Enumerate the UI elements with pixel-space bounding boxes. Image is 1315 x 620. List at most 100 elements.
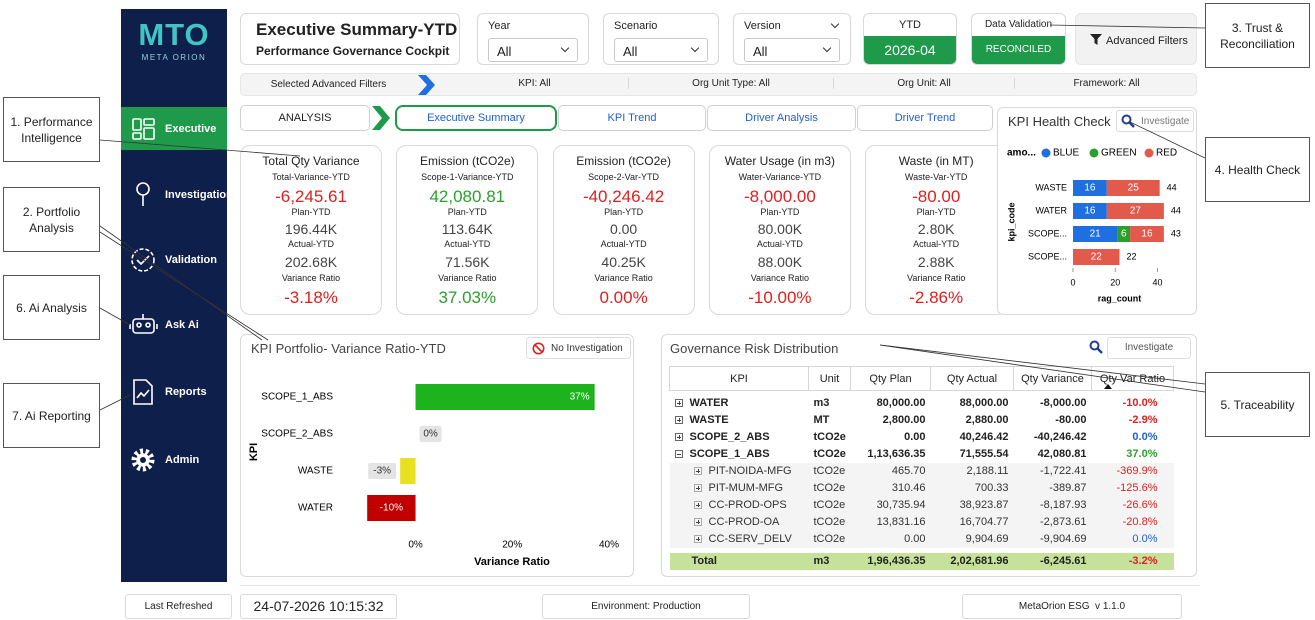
card-subtitle: Total-Variance-YTD [272, 172, 350, 182]
cell-text: 13,831.16 [876, 516, 926, 528]
expand-icon[interactable] [674, 450, 683, 458]
cell-text: WASTE [689, 414, 729, 426]
tab[interactable]: ANALYSIS [240, 105, 370, 131]
cell-text: tCO2e [813, 499, 846, 511]
cell: -80.00 [1014, 412, 1092, 429]
nav-item[interactable]: Admin [165, 453, 200, 466]
cell: 9,904.69 [931, 531, 1014, 548]
cell: -8,000.00 [1014, 395, 1092, 412]
cell: 0.00 [851, 429, 931, 446]
cell-text: -6,245.61 [1040, 555, 1087, 567]
tab[interactable]: KPI Trend [558, 105, 706, 131]
nav-item[interactable]: Investigation [165, 188, 233, 201]
filter-value: All [623, 44, 638, 59]
card-actual-label: Actual-YTD [600, 239, 647, 249]
table-row: WASTE MT 2,800.00 2,880.00 -80.00 -2.9% [670, 412, 1174, 429]
card-value: -8,000.00 [743, 187, 816, 206]
expand-icon[interactable] [674, 399, 683, 407]
cell-text: 465.70 [891, 465, 926, 477]
card-actual: 2.88K [917, 254, 955, 270]
header-row: KPI Unit Qty Plan Qty Actual Qty Variance Qty… [669, 366, 1174, 391]
cell: 30,735.94 [851, 497, 931, 514]
expand-icon[interactable] [693, 467, 702, 475]
column-header[interactable]: Qty Actual [930, 366, 1014, 391]
filter-select[interactable]: All [488, 38, 578, 62]
filter[interactable]: Version All [733, 13, 851, 65]
cell-text: 0.0% [1132, 533, 1158, 545]
panel-title: KPI Health Check [1008, 114, 1111, 129]
card-value: 42,080.81 [429, 187, 506, 206]
filter[interactable]: Year All [477, 13, 589, 65]
chevron [822, 43, 832, 53]
expand-icon[interactable] [674, 416, 683, 424]
expand-icon[interactable] [693, 501, 702, 509]
cell: -20.8% [1092, 514, 1174, 531]
cell: CC-PROD-OA [670, 514, 809, 531]
cell: CC-PROD-OPS [670, 497, 809, 514]
filter-select[interactable]: All [614, 38, 708, 62]
cell: 71,555.54 [931, 446, 1014, 463]
validation-label: Data Validation [984, 19, 1053, 30]
card-plan-label: Plan-YTD [916, 207, 956, 217]
annotation: 3. Trust & Reconciliation [1205, 3, 1310, 68]
environment: Environment: Production [542, 594, 750, 619]
cell: -40,246.42 [1014, 429, 1092, 446]
nav-item[interactable]: Reports [165, 385, 207, 398]
cell-text: WATER [689, 397, 729, 409]
cell-text: -40,246.42 [1033, 431, 1087, 443]
annotation: 2. Portfolio Analysis [3, 187, 100, 252]
tab[interactable]: Driver Trend [857, 105, 993, 131]
expand-icon[interactable] [693, 484, 702, 492]
cell: 16,704.77 [931, 514, 1014, 531]
expand-icon[interactable] [693, 518, 702, 526]
cell-text: 310.46 [891, 482, 926, 494]
annotation: 5. Traceability [1205, 372, 1310, 437]
advanced-filters-button[interactable]: Advanced Filters [1075, 13, 1197, 65]
cell-text: Total [691, 555, 717, 567]
tab[interactable]: Executive Summary [395, 105, 557, 131]
expand-icon[interactable] [674, 433, 683, 441]
card-plan: 113.64K [441, 221, 493, 237]
kpi-card: Water Usage (in m3) Water-Variance-YTD -8,… [708, 145, 851, 315]
column-header[interactable]: Qty Var Ratio [1091, 366, 1174, 391]
filter-label: Scenario [614, 20, 658, 32]
investigate-button[interactable]: Investigate [1116, 110, 1194, 132]
filter-label: Version [744, 20, 781, 32]
cell: 310.46 [851, 480, 931, 497]
filter-value: All [497, 44, 512, 59]
card-ratio: 37.03% [438, 288, 497, 307]
card-plan-label: Plan-YTD [447, 207, 487, 217]
cell: m3 [809, 553, 851, 570]
column-header[interactable]: Qty Variance [1013, 366, 1092, 391]
cell: -9,904.69 [1014, 531, 1092, 548]
card-plan: 0.00 [609, 221, 638, 237]
filter-label: Year [488, 20, 511, 32]
governance-panel: Governance Risk Distribution Investigate… [661, 334, 1197, 577]
sort-arrow [1104, 384, 1112, 389]
cell-text: -10.0% [1122, 397, 1158, 409]
investigate-button[interactable]: Investigate [1107, 337, 1191, 359]
cell: 38,923.87 [931, 497, 1014, 514]
cell-text: 0.0% [1132, 431, 1158, 443]
card-actual: 40.25K [601, 254, 646, 270]
expand-icon[interactable] [693, 535, 702, 543]
cell: MT [809, 412, 851, 429]
cell: tCO2e [809, 531, 851, 548]
column-header[interactable]: Unit [808, 366, 851, 391]
cell-text: tCO2e [813, 482, 846, 494]
cell: Total [670, 553, 809, 570]
no-investigation-button[interactable]: No Investigation [526, 337, 631, 359]
filter[interactable]: Scenario All [603, 13, 719, 65]
tab[interactable]: Driver Analysis [707, 105, 856, 131]
cell: CC-SERV_DELV [670, 531, 809, 548]
filter-select[interactable]: All [744, 38, 840, 62]
column-header[interactable]: Qty Plan [850, 366, 931, 391]
cell-text: 16,704.77 [959, 516, 1009, 528]
cell-text: 30,735.94 [876, 499, 926, 511]
cell: 40,246.42 [931, 429, 1014, 446]
column-header[interactable]: KPI [669, 366, 809, 391]
cell: -2.9% [1092, 412, 1174, 429]
logo: MTO [138, 17, 210, 52]
cell-text: -125.6% [1116, 482, 1158, 494]
cell-text: CC-PROD-OPS [708, 499, 787, 511]
